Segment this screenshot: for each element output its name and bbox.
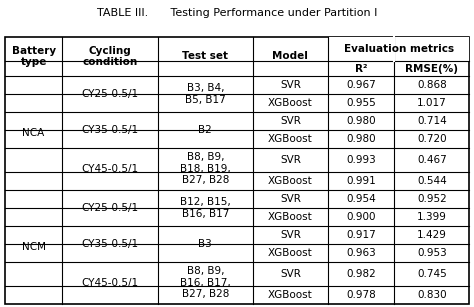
Text: 0.830: 0.830	[417, 290, 447, 300]
Text: 0.991: 0.991	[346, 176, 376, 186]
Text: B8, B9,
B18, B19,
B27, B28: B8, B9, B18, B19, B27, B28	[180, 152, 231, 185]
Text: 0.982: 0.982	[346, 269, 376, 279]
Text: 0.978: 0.978	[346, 290, 376, 300]
Text: 0.963: 0.963	[346, 248, 376, 258]
Text: CY25-0.5/1: CY25-0.5/1	[82, 89, 138, 99]
Text: Test set: Test set	[182, 51, 228, 61]
Text: 0.993: 0.993	[346, 155, 376, 165]
Text: B12, B15,
B16, B17: B12, B15, B16, B17	[180, 197, 231, 219]
Text: TABLE III.  Testing Performance under Partition I: TABLE III. Testing Performance under Par…	[97, 8, 377, 18]
Text: 1.429: 1.429	[417, 230, 447, 240]
Text: 1.399: 1.399	[417, 212, 447, 222]
Text: NCM: NCM	[22, 242, 46, 252]
Text: 0.745: 0.745	[417, 269, 447, 279]
Text: 0.980: 0.980	[346, 134, 376, 144]
Text: Battery
type: Battery type	[11, 45, 55, 67]
Text: SVR: SVR	[280, 80, 301, 90]
Text: B3: B3	[199, 239, 212, 249]
Text: XGBoost: XGBoost	[268, 176, 313, 186]
Text: Evaluation metrics: Evaluation metrics	[344, 44, 454, 54]
Text: 0.720: 0.720	[417, 134, 447, 144]
Text: 0.868: 0.868	[417, 80, 447, 90]
Text: 0.955: 0.955	[346, 98, 376, 108]
Text: NCA: NCA	[22, 128, 45, 138]
Text: RMSE(%): RMSE(%)	[405, 64, 458, 74]
Text: Model: Model	[273, 51, 308, 61]
Text: 0.967: 0.967	[346, 80, 376, 90]
Text: SVR: SVR	[280, 230, 301, 240]
Text: SVR: SVR	[280, 194, 301, 204]
Bar	[328, 37, 469, 61]
Text: CY45-0.5/1: CY45-0.5/1	[82, 164, 138, 174]
Text: 0.980: 0.980	[346, 116, 376, 126]
Text: 0.917: 0.917	[346, 230, 376, 240]
Text: CY25-0.5/1: CY25-0.5/1	[82, 203, 138, 213]
Text: XGBoost: XGBoost	[268, 212, 313, 222]
Text: B3, B4,
B5, B17: B3, B4, B5, B17	[185, 83, 226, 105]
Text: 0.954: 0.954	[346, 194, 376, 204]
Text: 0.467: 0.467	[417, 155, 447, 165]
Text: SVR: SVR	[280, 155, 301, 165]
Text: B8, B9,
B16, B17,
B27, B28: B8, B9, B16, B17, B27, B28	[180, 266, 231, 299]
Bar	[5, 37, 469, 304]
Text: XGBoost: XGBoost	[268, 134, 313, 144]
Text: 0.714: 0.714	[417, 116, 447, 126]
Text: SVR: SVR	[280, 116, 301, 126]
Text: B2: B2	[199, 125, 212, 135]
Text: 0.952: 0.952	[417, 194, 447, 204]
Text: 0.544: 0.544	[417, 176, 447, 186]
Text: CY35-0.5/1: CY35-0.5/1	[82, 239, 138, 249]
Bar	[5, 37, 469, 304]
Text: XGBoost: XGBoost	[268, 248, 313, 258]
Text: 0.953: 0.953	[417, 248, 447, 258]
Text: SVR: SVR	[280, 269, 301, 279]
Text: Cycling
condition: Cycling condition	[82, 45, 137, 67]
Text: XGBoost: XGBoost	[268, 98, 313, 108]
Text: CY35-0.5/1: CY35-0.5/1	[82, 125, 138, 135]
Text: XGBoost: XGBoost	[268, 290, 313, 300]
Text: R²: R²	[355, 64, 367, 74]
Text: CY45-0.5/1: CY45-0.5/1	[82, 278, 138, 288]
Text: 1.017: 1.017	[417, 98, 447, 108]
Text: 0.900: 0.900	[346, 212, 376, 222]
